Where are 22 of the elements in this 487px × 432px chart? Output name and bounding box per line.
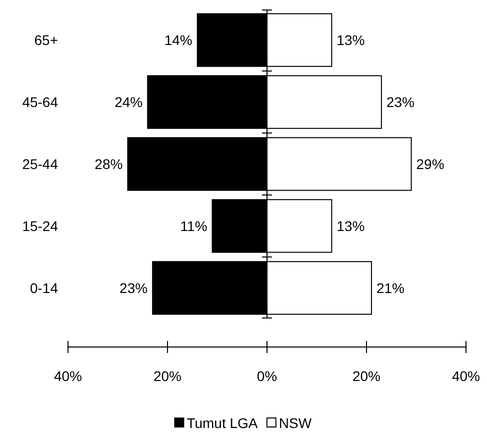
- data-label: 11%: [180, 218, 208, 234]
- x-tick-label: 40%: [452, 368, 480, 384]
- legend-label: Tumut LGA: [186, 415, 258, 431]
- data-label: 24%: [114, 94, 143, 110]
- x-tick-label: 0%: [256, 368, 278, 384]
- data-label: 13%: [336, 32, 365, 48]
- y-tick-label: 25-44: [22, 156, 58, 172]
- x-tick-label: 40%: [54, 368, 82, 384]
- data-label: 23%: [120, 280, 148, 296]
- y-tick-label: 45-64: [22, 94, 58, 110]
- y-tick-label: 0-14: [30, 280, 58, 296]
- data-label: 21%: [376, 280, 405, 296]
- x-tick-label: 20%: [352, 368, 381, 384]
- x-tick-label: 20%: [153, 368, 182, 384]
- legend-label: NSW: [278, 415, 312, 431]
- data-label: 29%: [416, 156, 444, 172]
- data-label: 28%: [94, 156, 123, 172]
- data-label: 23%: [386, 94, 414, 110]
- y-tick-label: 65+: [34, 32, 58, 48]
- data-label: 13%: [336, 218, 365, 234]
- y-tick-label: 15-24: [22, 218, 58, 234]
- data-label: 14%: [164, 32, 192, 48]
